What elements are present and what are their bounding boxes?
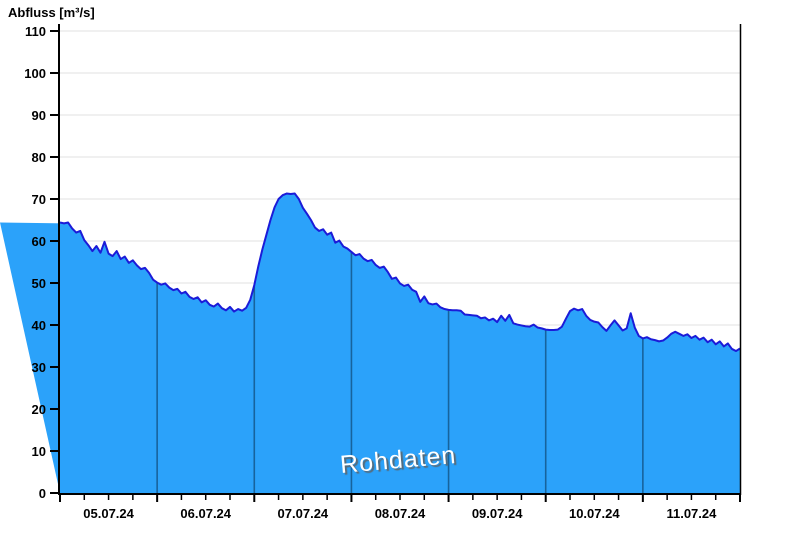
x-tick-date-label: 08.07.24	[375, 506, 426, 521]
x-tick-date-label: 05.07.24	[83, 506, 134, 521]
y-tick-label: 20	[32, 402, 46, 417]
x-tick-date-label: 06.07.24	[180, 506, 231, 521]
y-tick-label: 80	[32, 150, 46, 165]
chart-title: Abfluss [m³/s]	[8, 5, 95, 20]
x-tick-date-label: 09.07.24	[472, 506, 523, 521]
y-tick-label: 70	[32, 192, 46, 207]
y-tick-label: 40	[32, 318, 46, 333]
y-tick-label: 90	[32, 108, 46, 123]
y-tick-label: 0	[39, 486, 46, 501]
x-tick-date-label: 10.07.24	[569, 506, 620, 521]
y-tick-label: 30	[32, 360, 46, 375]
x-tick-date-label: 11.07.24	[666, 506, 717, 521]
y-tick-label: 10	[32, 444, 46, 459]
discharge-area-fill	[0, 193, 740, 494]
y-tick-label: 100	[24, 66, 46, 81]
y-tick-label: 110	[25, 24, 46, 39]
y-tick-label: 50	[32, 276, 46, 291]
discharge-curve-line	[59, 192, 741, 353]
y-tick-label: 60	[32, 234, 46, 249]
x-tick-date-label: 07.07.24	[278, 506, 329, 521]
